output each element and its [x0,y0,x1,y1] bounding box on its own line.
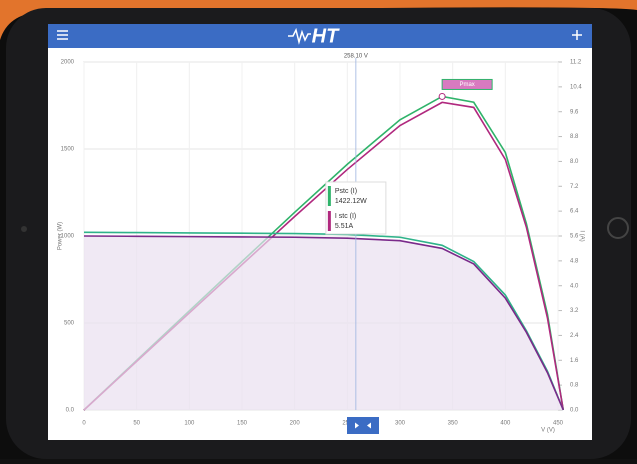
y2-tick-label: 6.4 [570,209,579,215]
tooltip-label: Pstc (I) [335,188,357,195]
y2-tick-label: 7.2 [570,184,579,190]
y2-tick-label: 8.8 [570,134,579,140]
y-tick-label: 0.0 [66,408,75,414]
logo: HT [312,25,340,47]
tooltip-swatch [328,186,331,206]
y2-tick-label: 4.0 [570,283,579,289]
tooltip-value: 1422.12W [335,198,367,205]
y-tick-label: 1500 [61,147,75,153]
x-tick-label: 400 [500,421,511,427]
y2-tick-label: 11.2 [570,60,582,66]
y2-tick-label: 1.6 [570,358,579,364]
pmax-label: Pmax [459,82,474,88]
y2-tick-label: 5.6 [570,234,579,240]
tooltip-swatch [328,211,331,231]
x-axis-label: V (V) [541,428,555,434]
tooltip-value: 5.51A [335,223,354,230]
y2-tick-label: 8.0 [570,159,579,165]
y2-tick-label: 0.8 [570,383,579,389]
y2-tick-label: 0.0 [570,408,579,414]
y2-tick-label: 4.8 [570,258,579,264]
y-tick-label: 500 [64,321,75,327]
camera [21,226,27,232]
x-tick-label: 450 [553,421,564,427]
y-axis-label: Power (W) [58,222,64,250]
x-tick-label: 100 [184,421,195,427]
y2-tick-label: 10.4 [570,84,582,90]
y2-tick-label: 2.4 [570,333,579,339]
pmax-marker [439,93,445,99]
cursor-label: 258.10 V [344,54,368,60]
tooltip-label: I stc (I) [335,213,356,220]
x-tick-label: 50 [133,421,140,427]
x-tick-label: 350 [448,421,459,427]
x-tick-label: 300 [395,421,406,427]
y2-tick-label: 3.2 [570,308,579,314]
page: HT 0.05001000150020000.00.81.62.43.24.04… [0,0,637,459]
x-tick-label: 150 [237,421,248,427]
tablet: HT 0.05001000150020000.00.81.62.43.24.04… [0,0,637,459]
x-tick-label: 200 [290,421,301,427]
y2-tick-label: 9.6 [570,109,579,115]
cursor-button[interactable] [347,417,379,434]
y2-axis-label: I (A) [578,230,584,241]
y-tick-label: 2000 [61,60,75,66]
